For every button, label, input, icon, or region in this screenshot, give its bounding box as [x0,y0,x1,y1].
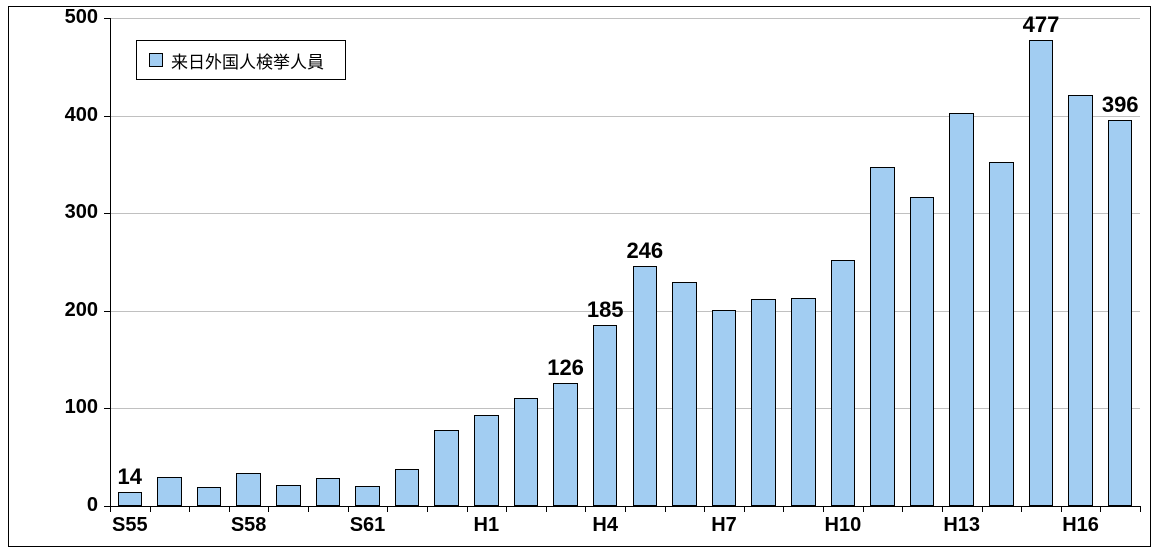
y-tick-label: 0 [0,494,98,517]
value-label: 185 [587,297,624,323]
x-tick-mark [704,506,705,512]
bar [1108,120,1133,506]
x-tick-label: H7 [711,514,737,537]
x-tick-mark [308,506,309,512]
x-tick-mark [506,506,507,512]
bar [910,197,935,506]
x-tick-mark [427,506,428,512]
bar [157,477,182,506]
x-tick-mark [783,506,784,512]
x-tick-mark [1061,506,1062,512]
bar [751,299,776,506]
bar [1029,40,1054,506]
bar [276,485,301,506]
x-tick-mark [902,506,903,512]
x-tick-mark [665,506,666,512]
y-tick-label: 100 [0,396,98,419]
x-tick-mark [823,506,824,512]
x-tick-label: H1 [474,514,500,537]
x-tick-mark [1100,506,1101,512]
x-tick-mark [585,506,586,512]
bar [791,298,816,506]
y-tick-label: 500 [0,6,98,29]
x-tick-mark [150,506,151,512]
x-tick-mark [625,506,626,512]
legend-label: 来日外国人検挙人員 [171,48,324,73]
value-label: 396 [1102,92,1139,118]
y-axis [110,18,111,506]
bar [316,478,341,506]
bar [434,430,459,506]
x-tick-label: S58 [231,514,267,537]
gridline [110,116,1140,117]
bar [355,486,380,506]
x-tick-mark [744,506,745,512]
x-tick-mark [229,506,230,512]
y-tick-label: 200 [0,299,98,322]
x-tick-mark [467,506,468,512]
gridline [110,18,1140,19]
bar [949,113,974,506]
y-tick-label: 400 [0,104,98,127]
value-label: 126 [547,355,584,381]
bar [553,383,578,506]
legend: 来日外国人検挙人員 [136,40,346,80]
bar [870,167,895,506]
x-tick-mark [1140,506,1141,512]
x-tick-mark [268,506,269,512]
x-tick-label: H16 [1062,514,1099,537]
value-label: 246 [626,238,663,264]
x-tick-label: S55 [112,514,148,537]
x-tick-label: H4 [592,514,618,537]
x-tick-mark [982,506,983,512]
bar [197,487,222,506]
bar [236,473,261,506]
value-label: 14 [118,464,142,490]
bar [1068,95,1093,506]
x-tick-mark [546,506,547,512]
x-tick-mark [1021,506,1022,512]
x-tick-mark [348,506,349,512]
bar [514,398,539,506]
bar [593,325,618,506]
x-tick-mark [189,506,190,512]
x-tick-label: S61 [350,514,386,537]
x-tick-label: H10 [825,514,862,537]
bar [989,162,1014,506]
bar [118,492,143,506]
x-tick-mark [387,506,388,512]
x-tick-label: H13 [943,514,980,537]
gridline [110,311,1140,312]
gridline [110,213,1140,214]
bar [633,266,658,506]
bar [474,415,499,506]
legend-swatch [149,53,163,67]
bar [395,469,420,506]
gridline [110,408,1140,409]
y-tick-label: 300 [0,201,98,224]
bar [672,282,697,506]
x-tick-mark [110,506,111,512]
x-tick-mark [863,506,864,512]
x-tick-mark [942,506,943,512]
bar [712,310,737,506]
plot-area [110,18,1140,506]
bar [831,260,856,506]
value-label: 477 [1023,12,1060,38]
